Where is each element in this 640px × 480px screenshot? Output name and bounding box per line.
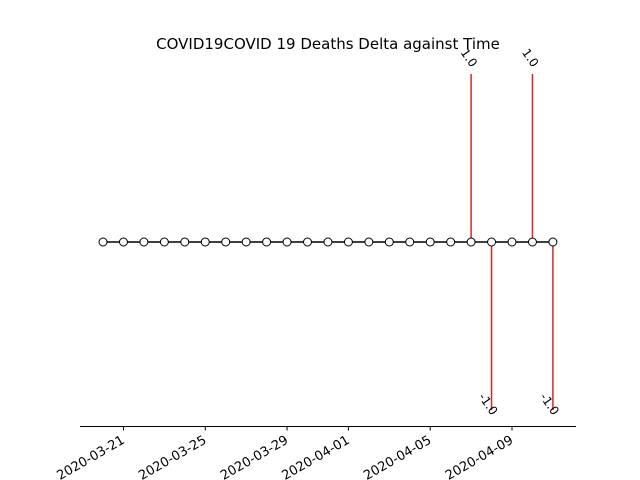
data-point [323, 237, 333, 247]
data-point [221, 237, 231, 247]
data-point [282, 237, 292, 247]
stem-value-label: 1.0 [519, 46, 541, 70]
data-point [139, 237, 149, 247]
x-tick-label: 2020-04-09 [443, 433, 516, 480]
data-point [118, 237, 128, 247]
data-point [159, 237, 169, 247]
data-point [446, 237, 456, 247]
data-point [487, 237, 497, 247]
data-point [262, 237, 272, 247]
stem-value-label: -1.0 [537, 391, 562, 418]
data-point [303, 237, 312, 247]
x-tick-label: 2020-04-01 [279, 433, 352, 480]
stem-labels-group: 1.0-1.01.0-1.0 [458, 46, 562, 418]
data-point [384, 237, 394, 247]
chart-title: COVID19COVID 19 Deaths Delta against Tim… [156, 35, 500, 53]
data-point [425, 237, 435, 247]
data-point [241, 237, 251, 247]
series-group [98, 237, 558, 247]
data-point [98, 237, 108, 247]
data-point [200, 237, 210, 247]
data-point [527, 237, 537, 247]
stems-group [470, 74, 554, 410]
stem-value-label: -1.0 [476, 391, 501, 418]
x-tick-label: 2020-03-21 [55, 433, 128, 480]
x-ticks-group: 2020-03-21 2020-03-25 2020-03-292020-04-01… [55, 426, 516, 480]
data-point [466, 237, 476, 247]
x-tick-label: 2020-03-25 [136, 433, 209, 480]
data-point [548, 237, 558, 247]
data-point [507, 237, 517, 247]
data-point [343, 237, 353, 247]
data-point [405, 237, 415, 247]
x-tick-label: 2020-04-05 [361, 433, 434, 480]
data-point [364, 237, 374, 247]
data-point [180, 237, 190, 247]
